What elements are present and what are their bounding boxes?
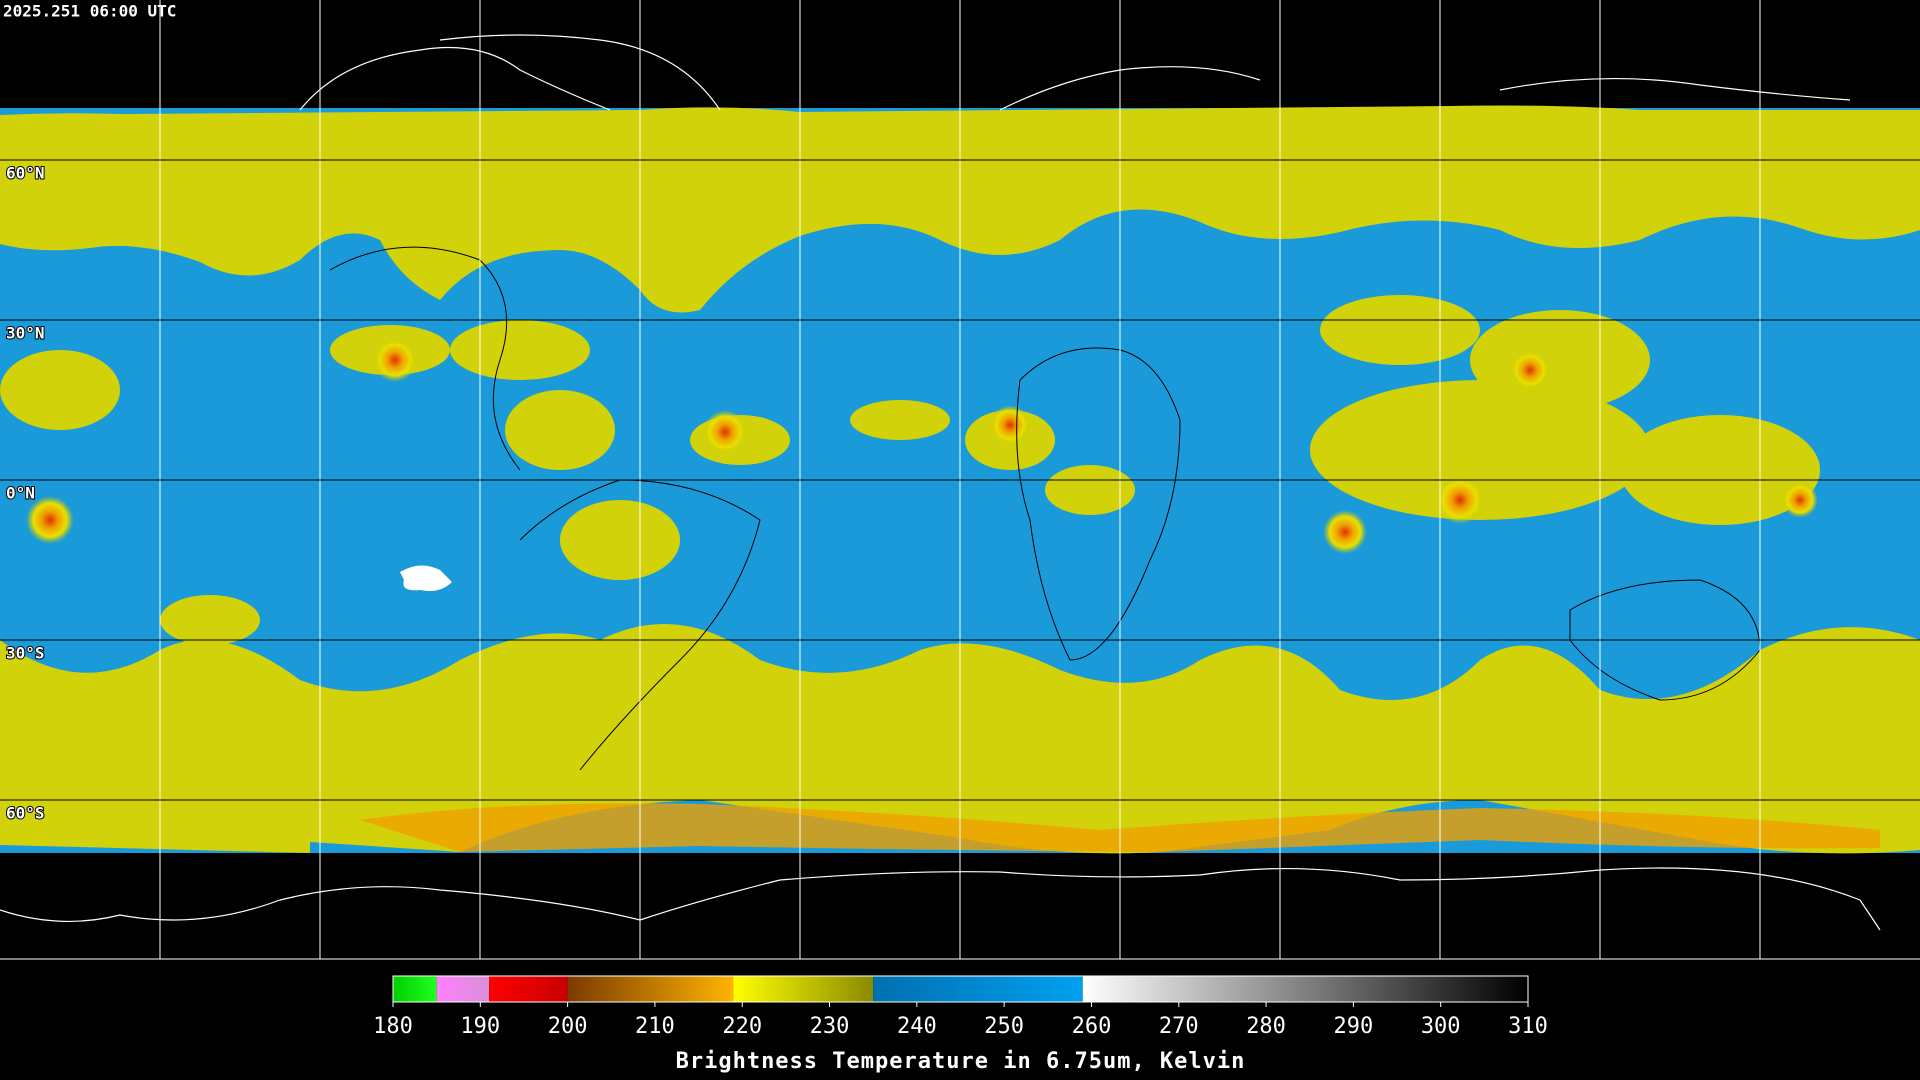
colorbar-tick-label: 220 bbox=[722, 1014, 762, 1039]
colorbar-tick-label: 270 bbox=[1159, 1014, 1199, 1039]
colorbar-tick-label: 180 bbox=[373, 1014, 413, 1039]
colorbar-tick-label: 250 bbox=[984, 1014, 1024, 1039]
colorbar-tick-label: 210 bbox=[635, 1014, 675, 1039]
colorbar-segment bbox=[873, 976, 1083, 1002]
colorbar-tick-label: 310 bbox=[1508, 1014, 1548, 1039]
parallels bbox=[0, 159, 1920, 801]
colorbar-tick-label: 300 bbox=[1421, 1014, 1461, 1039]
colorbar-tick-label: 260 bbox=[1072, 1014, 1112, 1039]
satellite-image bbox=[0, 0, 1920, 959]
colorbar-tick-label: 230 bbox=[810, 1014, 850, 1039]
colorbar-frame bbox=[392, 975, 1529, 1003]
colorbar-tick-label: 200 bbox=[548, 1014, 588, 1039]
latitude-label: 30°N bbox=[6, 324, 45, 343]
colorbar-tick-label: 280 bbox=[1246, 1014, 1286, 1039]
latitude-label: 30°S bbox=[6, 644, 45, 663]
latitude-label: 60°S bbox=[6, 804, 45, 823]
colorbar-tick-label: 190 bbox=[460, 1014, 500, 1039]
colorbar-tick-label: 240 bbox=[897, 1014, 937, 1039]
colorbar-segment bbox=[567, 976, 734, 1002]
colorbar: 180 190 200 210 220 230 240 250 260 270 280 290 300 3… bbox=[373, 975, 1548, 1074]
latitude-label: 60°N bbox=[6, 164, 45, 183]
convective-clusters bbox=[0, 295, 1820, 645]
polar-cold-strip bbox=[360, 803, 1880, 852]
latitude-label: 0°N bbox=[6, 484, 35, 503]
colorbar-title: Brightness Temperature in 6.75um, Kelvin bbox=[676, 1049, 1246, 1074]
storm-cores bbox=[26, 338, 1818, 554]
coastlines bbox=[0, 34, 1881, 931]
colorbar-segment bbox=[489, 976, 568, 1002]
colorbar-segment bbox=[1082, 976, 1528, 1002]
timestamp: 2025.251 06:00 UTC bbox=[3, 2, 176, 21]
colorbar-segment bbox=[733, 976, 874, 1002]
colorbar-segment bbox=[393, 976, 437, 1002]
colorbar-segment bbox=[436, 976, 490, 1002]
missing-data-patch bbox=[400, 565, 452, 591]
latitude-labels: 60°N 30°N 0°N 30°S 60°S bbox=[5, 163, 46, 824]
colorbar-tick-label: 290 bbox=[1334, 1014, 1374, 1039]
